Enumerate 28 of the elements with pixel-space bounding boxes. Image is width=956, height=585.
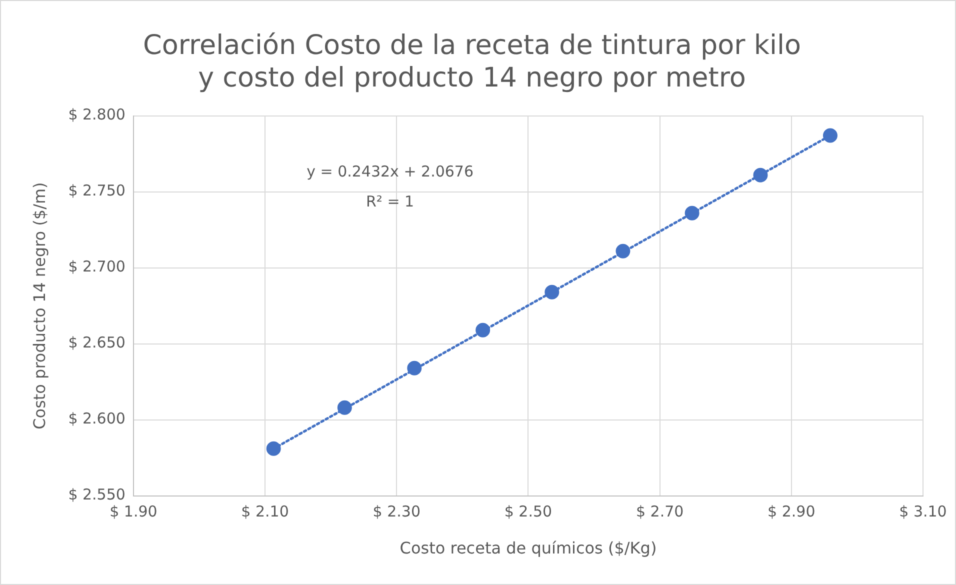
y-tick-label: $ 2.600	[68, 410, 126, 428]
y-tick-label: $ 2.750	[68, 182, 126, 200]
point	[407, 360, 422, 376]
point	[684, 206, 700, 220]
x-tick-label: $ 2.10	[241, 502, 289, 521]
x-tick-label: $ 1.90	[110, 502, 158, 521]
text: y costo del producto 14 negro por metro	[198, 62, 746, 94]
annotation: R² = 1	[366, 192, 414, 211]
y-tick-label: $ 2.550	[68, 486, 126, 504]
annotation: y = 0.2432x + 2.0676	[306, 162, 474, 181]
point	[544, 284, 560, 300]
x-tick-label: $ 2.30	[372, 502, 420, 521]
point	[616, 244, 630, 258]
x-axis-title: Costo receta de químicos ($/Kg)	[400, 538, 657, 558]
x-tick-label: $ 2.90	[768, 502, 816, 521]
point	[753, 168, 768, 182]
point	[266, 441, 281, 456]
point	[822, 128, 838, 143]
point	[337, 400, 352, 415]
x-tick-label: $ 2.50	[504, 502, 552, 521]
x-tick-label: $ 2.70	[636, 502, 684, 521]
x-tick-label: $ 3.10	[899, 502, 947, 521]
y-axis-title: Costo producto 14 negro ($/m)	[30, 182, 49, 430]
y-tick-label: $ 2.700	[68, 258, 126, 276]
point	[476, 322, 490, 338]
y-tick-label: $ 2.800	[68, 106, 126, 124]
text: Correlación Costo de la receta de tintura por kilo	[142, 30, 802, 62]
y-tick-label: $ 2.650	[68, 334, 126, 352]
